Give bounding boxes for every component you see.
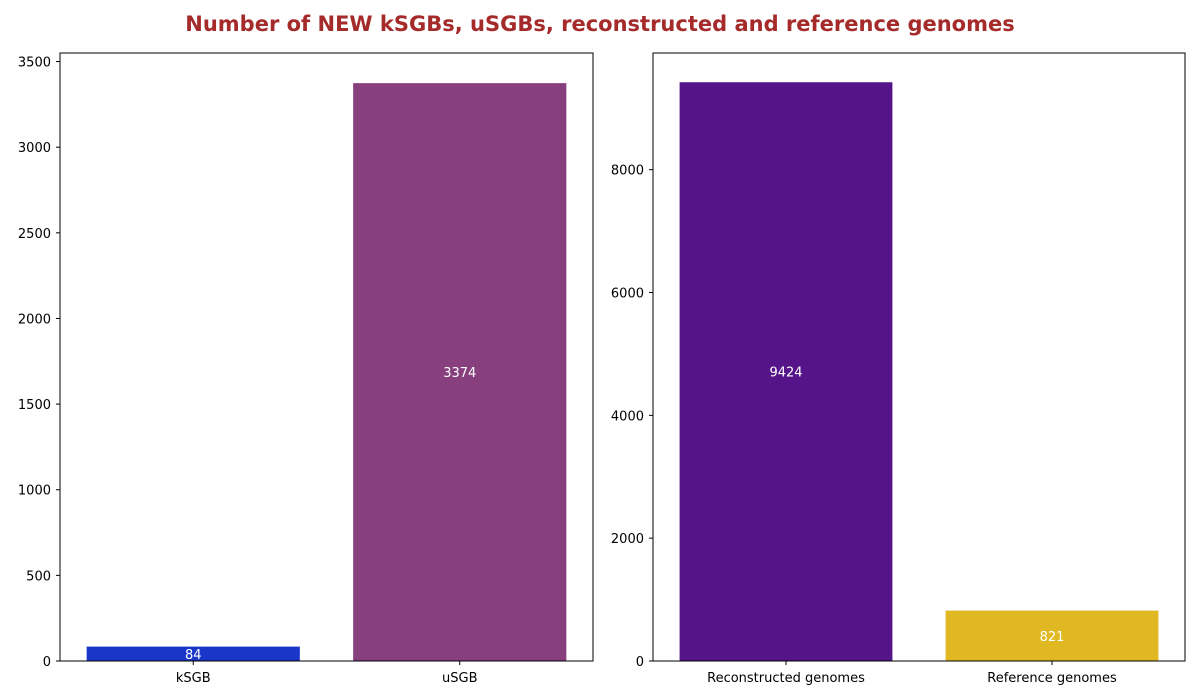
chart-panels: 84 kSGB 3374 uSGB 0 500 1000 1500 2000 2500 3000 35…: [18, 52, 1186, 686]
axes-frame: [652, 52, 1186, 662]
data-label: 821: [1040, 630, 1065, 645]
chart-title: Number of NEW kSGBs, uSGBs, reconstructe…: [185, 12, 1014, 36]
bar-reconstructed-genomes: [679, 82, 893, 661]
y-tick-label: 3000: [18, 141, 51, 156]
data-label: 84: [185, 648, 202, 663]
y-tick-label: 8000: [611, 164, 644, 179]
y-tick-label: 2000: [611, 532, 644, 547]
y-tick-label: 0: [43, 655, 51, 670]
y-tick-label: 3500: [18, 56, 51, 71]
x-tick-label: Reconstructed genomes: [707, 671, 865, 686]
y-tick-label: 6000: [611, 287, 644, 302]
panel-2: 9424 Reconstructed genomes 821 Reference ge…: [611, 52, 1186, 686]
y-tick-label: 1000: [18, 484, 51, 499]
bar-usgb: [353, 83, 567, 662]
axes-frame: [59, 52, 594, 662]
x-tick-label: Reference genomes: [987, 671, 1117, 686]
bar-ksgb: [86, 646, 300, 661]
y-tick-label: 2000: [18, 312, 51, 327]
bar-reference-genomes: [945, 610, 1159, 661]
y-tick-label: 1500: [18, 398, 51, 413]
data-label: 3374: [443, 366, 476, 381]
y-tick-label: 500: [26, 569, 51, 584]
y-tick-label: 2500: [18, 227, 51, 242]
y-tick-label: 4000: [611, 409, 644, 424]
data-label: 9424: [769, 366, 802, 381]
x-tick-label: uSGB: [442, 671, 477, 686]
x-tick-label: kSGB: [176, 671, 211, 686]
y-tick-label: 0: [636, 655, 644, 670]
panel-1: 84 kSGB 3374 uSGB 0 500 1000 1500 2000 2500 3000 35…: [18, 52, 594, 686]
